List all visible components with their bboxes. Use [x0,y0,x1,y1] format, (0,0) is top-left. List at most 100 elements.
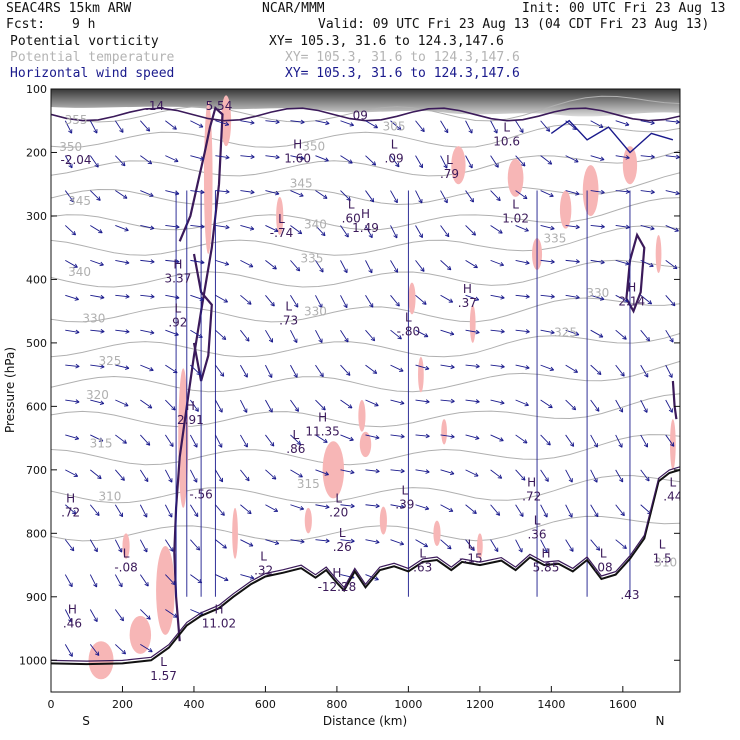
wind-vector-head [172,125,177,130]
wind-vector-head [147,160,153,165]
wind-vector [140,294,155,298]
extremum-marker: L [534,513,541,527]
extremum-marker: L [419,546,426,560]
wind-vector-head [368,268,373,274]
extremum-marker: H [318,411,327,425]
extremum-marker: L [260,550,267,564]
wind-vector [164,434,174,447]
wind-vector-head [324,471,329,476]
wind-vector-head [518,548,523,553]
wind-vector-head [497,474,503,479]
pink-pv-blob [304,507,312,534]
theta-contour-line [51,123,680,148]
wind-vector-head [568,478,573,483]
wind-vector [140,434,151,446]
theta-contours [51,95,680,542]
wind-vector [440,399,455,402]
x-axis-label: Distance (km) [323,714,407,728]
x-tick-label: 1000 [394,698,422,711]
wind-vector [90,469,102,479]
wind-vector-head [224,121,230,127]
wind-vector [465,364,480,367]
wind-vector [90,294,105,299]
terrain-line [51,468,680,666]
wind-vector [115,644,126,655]
wind-vector [290,260,301,272]
wind-vector-head [221,335,227,341]
wind-vector-head [343,303,348,309]
wind-vector-head [620,511,625,517]
wind-vector [640,155,655,158]
wind-vector-head [321,406,326,411]
wind-vector-head [622,544,627,550]
extremum-marker: H [541,546,550,560]
wind-vector-head [75,329,80,335]
wind-vector-head [645,336,651,342]
theta-contour-line [51,172,680,206]
wind-vector [265,190,280,195]
pink-pv-blob [507,158,524,197]
wind-vector-head [622,335,627,340]
extremum-marker: H [68,602,77,616]
wind-vector [165,190,180,195]
theta-label: 345 [68,194,91,208]
theta-label: 325 [554,326,577,340]
y-tick-label: 500 [26,337,47,350]
wind-vector-head [248,542,254,547]
wind-vector [340,469,355,474]
extremum-value: .72 [61,505,80,519]
y-tick-label: 700 [26,464,47,477]
wind-vector-head [272,265,277,270]
wind-vector-head [250,154,255,160]
wind-vector-head [346,196,351,201]
wind-vector-head [521,162,526,167]
wind-vector [265,295,275,307]
wind-vector-head [94,651,100,656]
wind-vector-head [550,259,555,264]
extremum-value: .20 [329,505,348,519]
wind-vector [615,364,625,377]
wind-vector [390,399,405,404]
wind-vector [540,329,555,334]
wind-vector [415,155,423,168]
wind-vector-head [324,157,329,162]
wind-vector-head [593,443,598,448]
wind-vector [615,190,630,193]
wind-vector [565,190,580,195]
x-axis: 0 200 400 600 800 1000 1200 1400 1600 [48,686,637,711]
wind-vector-head [375,503,380,509]
x-tick-label: 800 [326,698,347,711]
wind-vector-head [493,129,498,134]
wind-vector [565,155,579,163]
wind-vector-head [350,503,355,509]
wind-vector-head [346,371,351,376]
wind-vector [115,364,130,369]
wind-vector [590,155,605,161]
wind-vector-head [468,163,473,169]
wind-vector [415,434,430,437]
wind-vector [515,294,530,298]
extremum-marker: L [391,138,398,152]
theta-contour-line [51,95,680,123]
extremum-marker: L [160,655,167,669]
wind-vector-head [525,329,530,334]
wind-vector [565,539,574,552]
wind-vector-head [150,330,155,335]
wind-vector-head [620,372,625,377]
y-tick-label: 900 [26,591,47,604]
wind-vector-head [73,472,79,477]
wind-vector [490,469,503,479]
wind-vector [340,539,355,542]
wind-vector [265,329,273,343]
wind-vector [390,295,400,307]
wind-vector-head [649,262,654,268]
wind-vector-head [523,439,528,444]
wind-vector [240,399,248,413]
extremum-marker: H [186,399,195,413]
extremum-value: 5.85 [533,560,560,574]
extremum-marker: H [527,475,536,489]
extremum-value: .39 [395,498,414,512]
theta-contour-line [51,393,680,428]
wind-vector [340,155,353,164]
wind-vector-head [293,373,298,378]
